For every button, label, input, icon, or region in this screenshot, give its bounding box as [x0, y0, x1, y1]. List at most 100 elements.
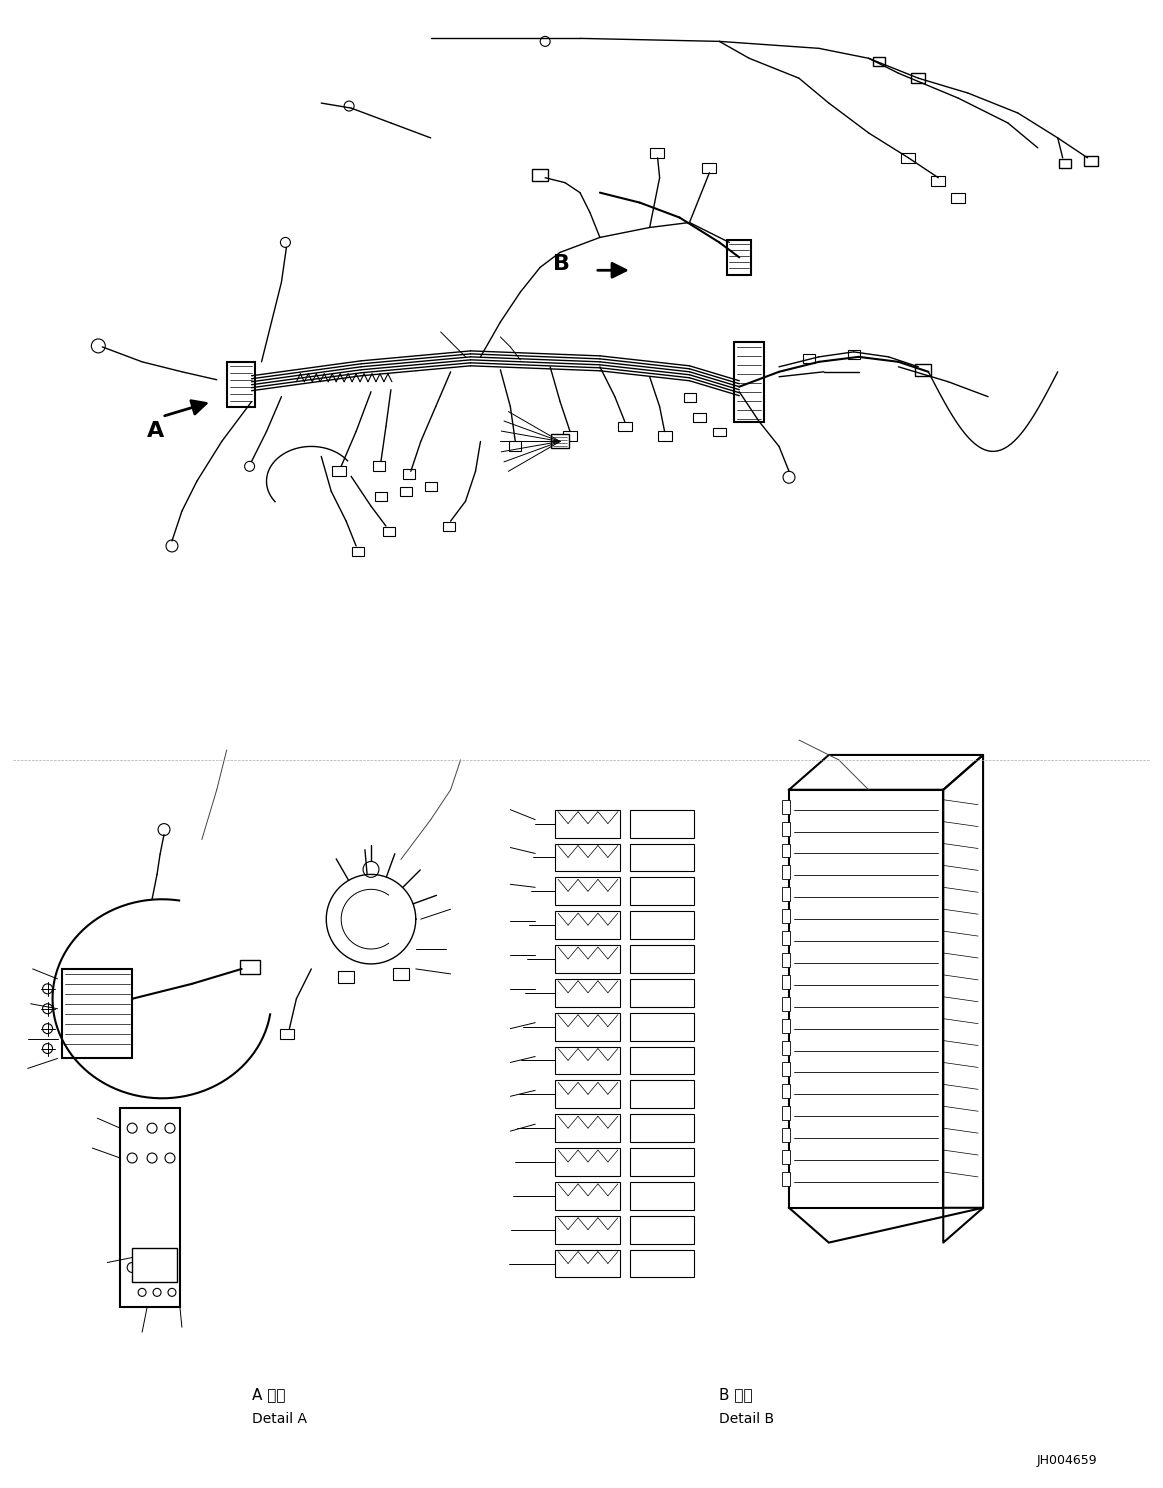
- Bar: [630, 1181, 694, 1210]
- Bar: [848, 350, 859, 359]
- Bar: [684, 393, 697, 402]
- Bar: [912, 73, 926, 83]
- Circle shape: [127, 1123, 137, 1134]
- Circle shape: [147, 1153, 157, 1164]
- Bar: [782, 997, 790, 1010]
- Circle shape: [127, 1153, 137, 1164]
- Bar: [782, 909, 790, 923]
- Circle shape: [158, 824, 170, 836]
- Bar: [424, 482, 436, 491]
- Bar: [555, 878, 620, 905]
- Bar: [782, 931, 790, 945]
- Text: B: B: [554, 254, 570, 274]
- Text: A: A: [147, 421, 164, 442]
- Bar: [555, 1216, 620, 1244]
- Bar: [734, 342, 764, 421]
- Bar: [383, 527, 395, 536]
- Circle shape: [154, 1289, 160, 1296]
- Circle shape: [92, 339, 106, 353]
- Bar: [630, 1115, 694, 1143]
- Bar: [630, 1216, 694, 1244]
- Bar: [630, 945, 694, 973]
- Bar: [951, 192, 965, 202]
- Bar: [555, 1046, 620, 1074]
- Bar: [901, 153, 915, 162]
- Bar: [555, 1181, 620, 1210]
- Bar: [650, 147, 664, 158]
- Bar: [727, 241, 751, 275]
- Bar: [555, 1080, 620, 1109]
- Bar: [1084, 156, 1098, 165]
- Circle shape: [147, 1123, 157, 1134]
- Bar: [443, 522, 455, 531]
- Bar: [551, 434, 569, 448]
- Bar: [782, 1062, 790, 1076]
- Bar: [338, 970, 354, 984]
- Bar: [352, 548, 364, 557]
- Bar: [782, 799, 790, 814]
- Bar: [240, 960, 259, 975]
- Bar: [555, 911, 620, 939]
- Bar: [630, 979, 694, 1007]
- Bar: [555, 1115, 620, 1143]
- Circle shape: [363, 862, 379, 878]
- Bar: [657, 432, 671, 442]
- Circle shape: [43, 984, 52, 994]
- Circle shape: [138, 1289, 147, 1296]
- Circle shape: [43, 1024, 52, 1034]
- Bar: [555, 1013, 620, 1040]
- Bar: [915, 365, 932, 376]
- Text: JH004659: JH004659: [1037, 1454, 1098, 1467]
- Bar: [782, 1085, 790, 1098]
- Bar: [555, 1149, 620, 1176]
- Bar: [133, 1247, 177, 1283]
- Bar: [563, 432, 577, 442]
- Circle shape: [127, 1262, 137, 1272]
- Circle shape: [43, 1004, 52, 1013]
- Bar: [400, 487, 412, 496]
- Circle shape: [344, 101, 354, 112]
- Circle shape: [165, 1123, 174, 1134]
- Circle shape: [165, 1153, 174, 1164]
- Bar: [509, 442, 521, 451]
- Bar: [280, 1028, 294, 1039]
- Bar: [63, 969, 133, 1058]
- Circle shape: [147, 1262, 157, 1272]
- Bar: [555, 809, 620, 838]
- Bar: [618, 421, 632, 432]
- Bar: [333, 466, 347, 476]
- Circle shape: [43, 1043, 52, 1054]
- Bar: [782, 952, 790, 967]
- Bar: [782, 975, 790, 990]
- Circle shape: [166, 540, 178, 552]
- Bar: [393, 967, 409, 981]
- Circle shape: [783, 472, 795, 484]
- Bar: [630, 1080, 694, 1109]
- Bar: [782, 866, 790, 879]
- Bar: [533, 168, 548, 180]
- Text: B 詳細: B 詳細: [720, 1387, 752, 1402]
- Bar: [782, 1128, 790, 1143]
- Bar: [693, 412, 706, 421]
- Bar: [374, 493, 387, 501]
- Text: Detail B: Detail B: [720, 1412, 775, 1426]
- Circle shape: [540, 36, 550, 46]
- Text: Detail A: Detail A: [251, 1412, 307, 1426]
- Bar: [782, 844, 790, 857]
- Bar: [630, 1013, 694, 1040]
- Bar: [630, 878, 694, 905]
- Bar: [782, 1173, 790, 1186]
- Bar: [789, 790, 943, 1208]
- Text: A 詳細: A 詳細: [251, 1387, 285, 1402]
- Bar: [630, 809, 694, 838]
- Bar: [630, 911, 694, 939]
- Bar: [782, 1040, 790, 1055]
- Bar: [1058, 159, 1071, 168]
- Bar: [630, 844, 694, 872]
- Bar: [630, 1046, 694, 1074]
- Bar: [782, 1019, 790, 1033]
- Bar: [782, 887, 790, 902]
- Bar: [555, 1250, 620, 1277]
- Bar: [555, 844, 620, 872]
- Bar: [932, 176, 946, 186]
